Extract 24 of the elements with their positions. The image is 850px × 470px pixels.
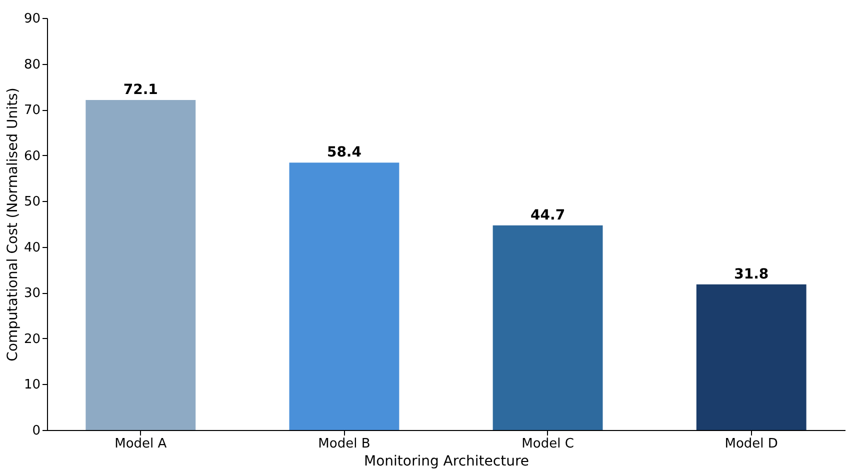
y-tick-label: 60 — [24, 148, 40, 164]
y-tick-label: 80 — [24, 57, 40, 72]
bar — [289, 162, 400, 430]
data-label: 31.8 — [734, 266, 769, 282]
bar — [86, 100, 196, 430]
y-tick-label: 50 — [24, 194, 40, 210]
data-label: 72.1 — [123, 82, 158, 98]
x-tick-label: Model A — [114, 436, 167, 452]
y-tick-label: 20 — [24, 332, 40, 347]
y-tick-label: 40 — [24, 240, 40, 256]
data-label: 44.7 — [530, 207, 566, 224]
x-tick-label: Model C — [522, 436, 574, 452]
x-axis-title: Monitoring Architecture — [364, 454, 530, 470]
y-tick-label: 30 — [24, 286, 40, 302]
bar — [696, 284, 806, 430]
y-tick-label: 10 — [24, 378, 40, 393]
bar — [492, 225, 603, 430]
y-tick-label: 70 — [24, 103, 40, 118]
y-tick-label: 0 — [32, 424, 40, 438]
x-tick-label: Model B — [318, 436, 370, 452]
data-label: 58.4 — [326, 144, 362, 161]
y-axis-title: Computational Cost (Normalised Units) — [4, 88, 21, 362]
y-tick-label: 90 — [24, 12, 40, 26]
x-tick-label: Model D — [724, 436, 778, 452]
